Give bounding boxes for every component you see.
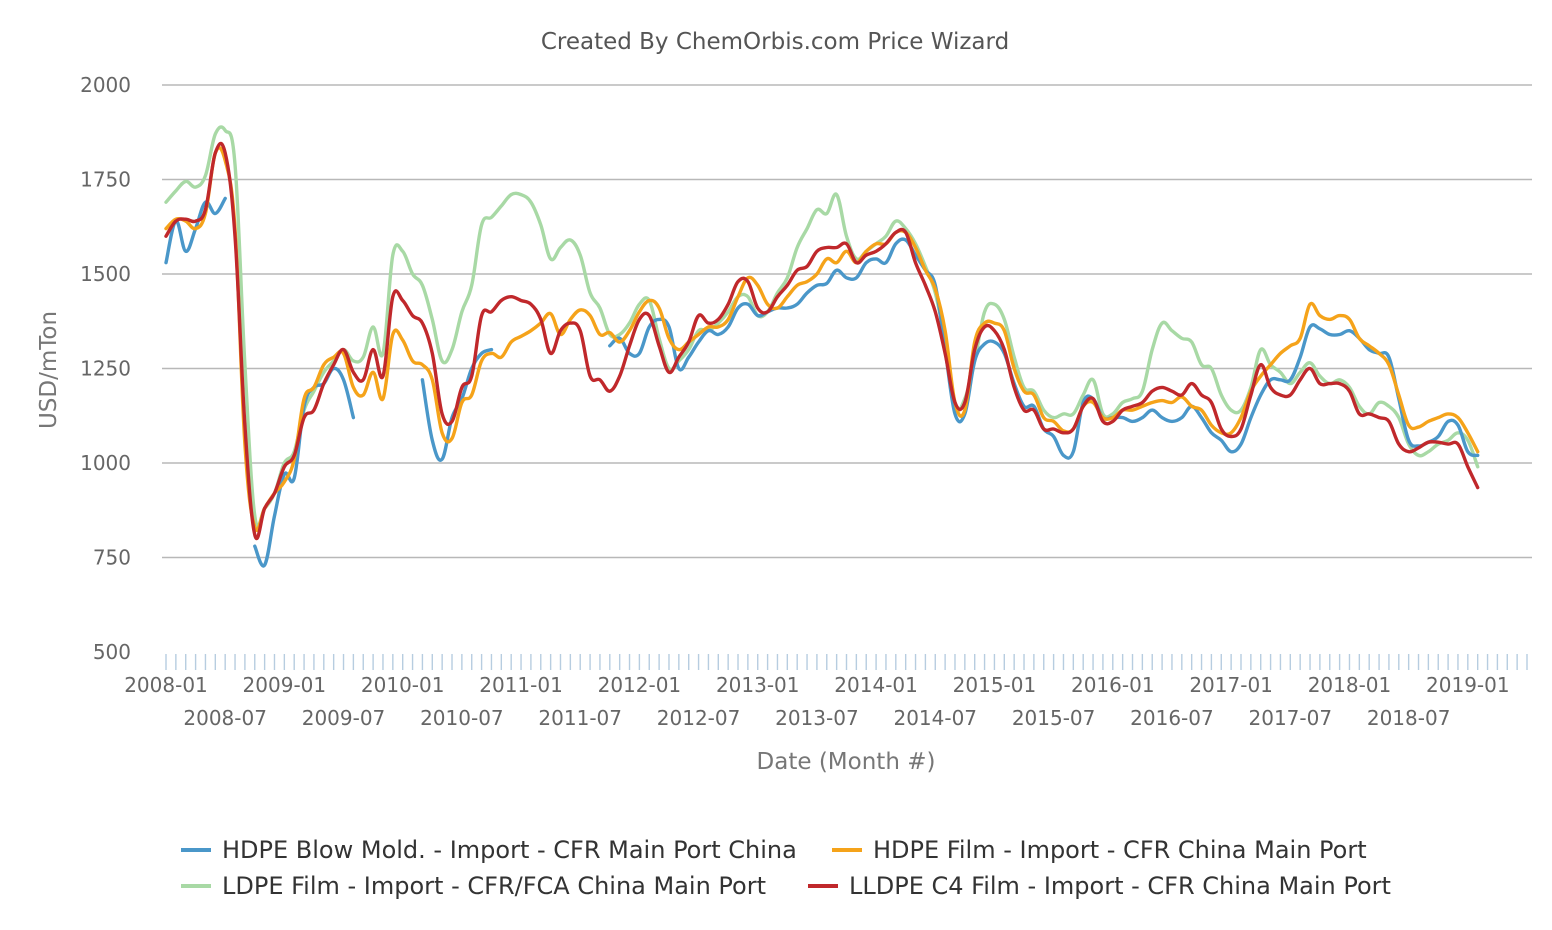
x-tick-label: 2008-07	[183, 706, 267, 730]
x-tick-label: 2017-01	[1189, 673, 1273, 697]
grid-lines	[162, 84, 1532, 559]
x-tick-label: 2016-07	[1130, 706, 1214, 730]
y-tick-label: 500	[93, 640, 131, 664]
x-tick-label: 2012-01	[598, 673, 682, 697]
y-axis-tick-labels: 500 750 1000 1250 1500 1750 2000	[80, 73, 131, 664]
x-tick-label: 2013-01	[716, 673, 800, 697]
y-tick-label: 750	[93, 546, 131, 570]
x-tick-label: 2017-07	[1249, 706, 1333, 730]
x-axis: 2008-01 2009-01 2010-01 2011-01 2012-01 2013-…	[124, 654, 1528, 730]
x-axis-title: Date (Month #)	[757, 749, 936, 775]
series-line	[164, 141, 1480, 540]
y-tick-label: 2000	[80, 73, 131, 97]
chart-title: Created By ChemOrbis.com Price Wizard	[541, 29, 1009, 55]
series-line	[164, 145, 1480, 532]
legend: HDPE Blow Mold. - Import - CFR Main Port…	[181, 836, 1391, 900]
x-tick-label: 2008-01	[124, 673, 208, 697]
series-lines	[164, 125, 1480, 568]
x-tick-label: 2011-07	[538, 706, 622, 730]
x-tick-label: 2013-07	[775, 706, 859, 730]
y-tick-label: 1000	[80, 451, 131, 475]
x-tick-label: 2012-07	[657, 706, 741, 730]
series-segment	[164, 141, 1480, 540]
x-tick-label: 2015-07	[1012, 706, 1096, 730]
x-tick-label: 2018-01	[1308, 673, 1392, 697]
x-tick-label: 2019-01	[1426, 673, 1510, 697]
x-tick-label: 2009-01	[243, 673, 327, 697]
legend-label: LLDPE C4 Film - Import - CFR China Main …	[849, 872, 1391, 900]
legend-item[interactable]: LLDPE C4 Film - Import - CFR China Main …	[808, 872, 1391, 900]
legend-label: HDPE Film - Import - CFR China Main Port	[873, 836, 1367, 864]
x-tick-label: 2010-01	[361, 673, 445, 697]
legend-item[interactable]: HDPE Film - Import - CFR China Main Port	[832, 836, 1367, 864]
series-segment	[164, 145, 1480, 532]
legend-label: HDPE Blow Mold. - Import - CFR Main Port…	[222, 836, 797, 864]
series-line	[164, 125, 1480, 528]
legend-label: LDPE Film - Import - CFR/FCA China Main …	[222, 872, 766, 900]
x-tick-label: 2018-07	[1367, 706, 1451, 730]
y-tick-label: 1750	[80, 168, 131, 192]
series-segment	[164, 125, 1480, 528]
x-tick-label: 2011-01	[479, 673, 563, 697]
series-segment	[608, 237, 1480, 460]
y-axis-title: USD/mTon	[36, 311, 62, 429]
y-tick-label: 1250	[80, 357, 131, 381]
x-tick-label: 2016-01	[1071, 673, 1155, 697]
series-segment	[164, 196, 227, 265]
y-tick-label: 1500	[80, 262, 131, 286]
x-tick-label: 2015-01	[953, 673, 1037, 697]
x-tick-label: 2014-07	[893, 706, 977, 730]
legend-item[interactable]: LDPE Film - Import - CFR/FCA China Main …	[181, 872, 766, 900]
legend-item[interactable]: HDPE Blow Mold. - Import - CFR Main Port…	[181, 836, 797, 864]
x-tick-label: 2009-07	[302, 706, 386, 730]
x-tick-label: 2014-01	[834, 673, 918, 697]
x-tick-label: 2010-07	[420, 706, 504, 730]
